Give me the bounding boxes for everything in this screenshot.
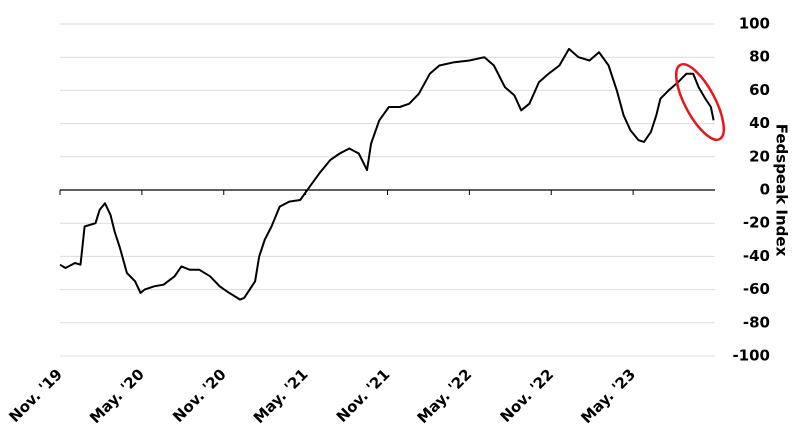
y-tick-label: -100 (732, 347, 770, 365)
x-tick-label: May. '20 (86, 365, 148, 427)
y-tick-label: -20 (743, 214, 770, 232)
y-tick-label: -40 (743, 247, 770, 265)
x-tick-label: May. '22 (414, 365, 476, 427)
x-tick-label: May. '21 (250, 365, 312, 427)
y-axis-label: Fedspeak Index (773, 124, 791, 257)
x-tick-label: May. '23 (577, 365, 639, 427)
data-line (59, 47, 715, 301)
y-tick-label: 40 (749, 114, 770, 132)
y-tick-label: 100 (739, 15, 770, 33)
x-tick-label: Nov. '21 (333, 365, 394, 426)
x-tick-label: Nov. '22 (497, 365, 558, 426)
y-tick-label: -80 (743, 313, 770, 331)
y-tick-label: 80 (749, 48, 770, 66)
y-tick-label: 60 (749, 81, 770, 99)
highlight-ellipse (674, 63, 726, 141)
y-tick-label: 0 (760, 181, 770, 199)
y-tick-label: 20 (749, 147, 770, 165)
x-tick-label: Nov. '19 (5, 365, 66, 426)
x-tick-label: Nov. '20 (169, 365, 230, 426)
y-tick-label: -60 (743, 280, 770, 298)
